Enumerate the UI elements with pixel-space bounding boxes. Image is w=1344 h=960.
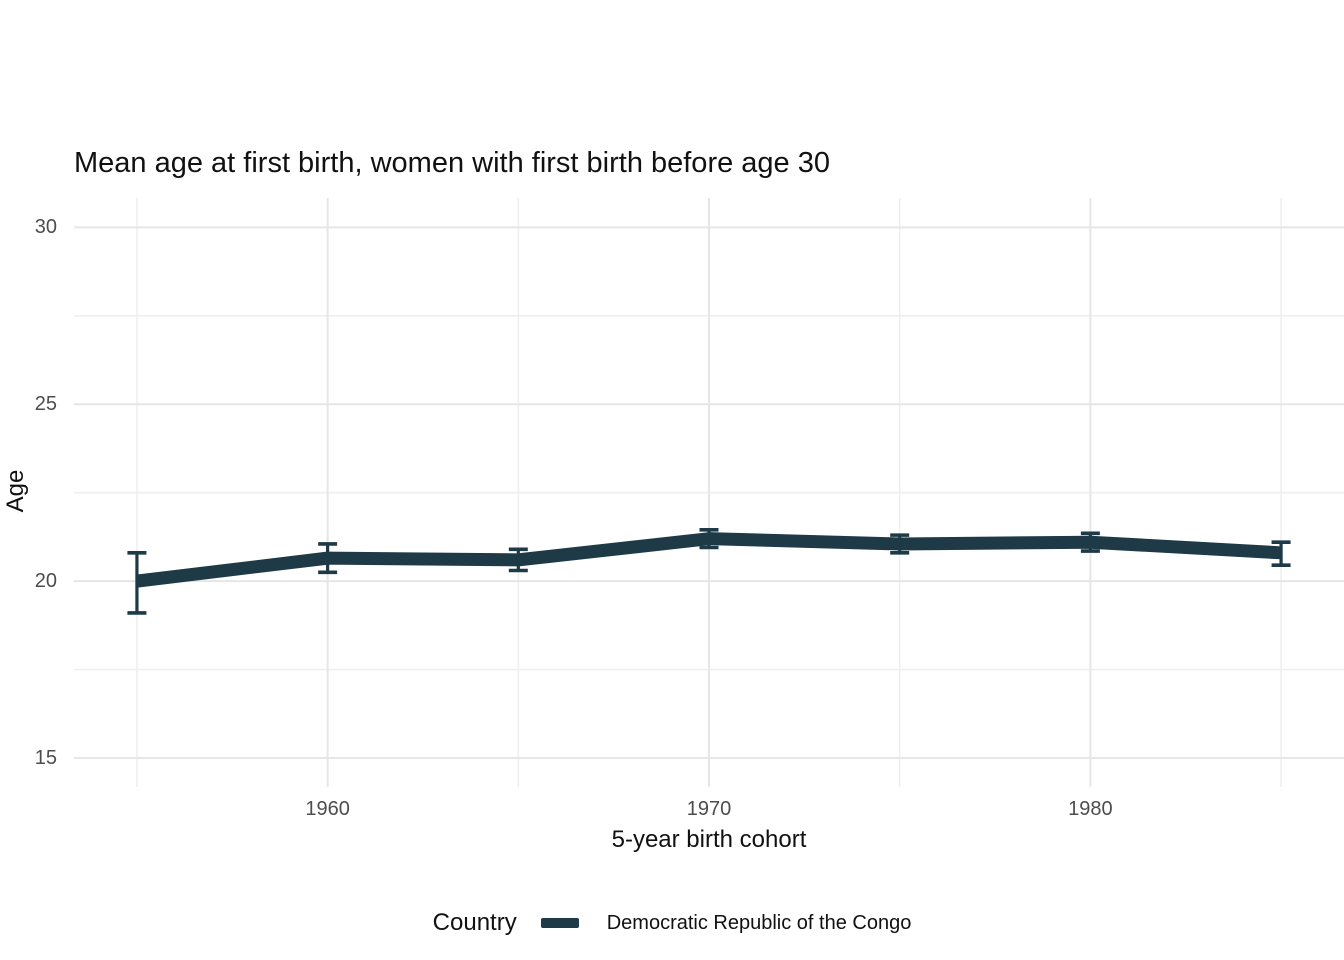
series-line xyxy=(136,532,1282,588)
y-tick-label: 30 xyxy=(34,216,57,239)
legend-item-label: Democratic Republic of the Congo xyxy=(606,911,912,934)
y-tick-label: 25 xyxy=(34,393,57,416)
y-axis-title: Age xyxy=(2,469,29,513)
legend: Country Democratic Republic of the Congo xyxy=(0,903,1344,943)
legend-swatch xyxy=(540,918,579,928)
y-tick-label: 20 xyxy=(34,570,57,593)
x-tick-label: 1970 xyxy=(686,798,732,820)
y-tick-label: 15 xyxy=(34,746,57,769)
x-tick-label: 1980 xyxy=(1068,798,1113,820)
chart-title: Mean age at first birth, women with firs… xyxy=(74,147,830,179)
x-tick-label: 1960 xyxy=(305,798,350,820)
x-axis-title: 5-year birth cohort xyxy=(611,826,807,853)
legend-title: Country xyxy=(432,909,517,936)
